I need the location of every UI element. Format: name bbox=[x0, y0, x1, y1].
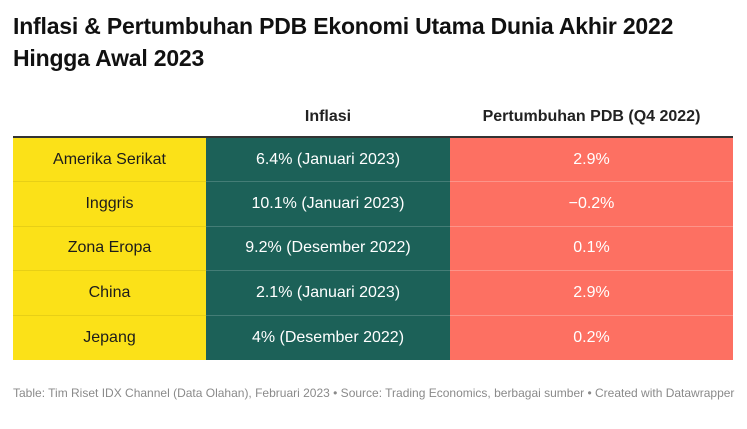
data-table: Inflasi Pertumbuhan PDB (Q4 2022) Amerik… bbox=[13, 98, 733, 360]
table-row: Inggris 10.1% (Januari 2023) −0.2% bbox=[13, 182, 733, 227]
header-gdp: Pertumbuhan PDB (Q4 2022) bbox=[482, 108, 701, 125]
table-header: Inflasi Pertumbuhan PDB (Q4 2022) bbox=[13, 98, 733, 138]
cell-country: Jepang bbox=[13, 315, 206, 360]
cell-gdp: 2.9% bbox=[450, 138, 733, 183]
header-inflasi: Inflasi bbox=[304, 108, 352, 125]
cell-country: Zona Eropa bbox=[13, 226, 206, 272]
chart-title: Inflasi & Pertumbuhan PDB Ekonomi Utama … bbox=[13, 13, 674, 71]
cell-country: Amerika Serikat bbox=[13, 138, 206, 183]
table-row: Amerika Serikat 6.4% (Januari 2023) 2.9% bbox=[13, 138, 733, 183]
cell-gdp: 0.1% bbox=[450, 226, 733, 272]
cell-inflasi: 4% (Desember 2022) bbox=[206, 315, 450, 360]
cell-inflasi: 9.2% (Desember 2022) bbox=[206, 226, 450, 272]
source-footer: Table: Tim Riset IDX Channel (Data Olaha… bbox=[13, 386, 735, 400]
cell-gdp: −0.2% bbox=[450, 182, 733, 227]
table-row: Zona Eropa 9.2% (Desember 2022) 0.1% bbox=[13, 226, 733, 272]
cell-gdp: 0.2% bbox=[450, 315, 733, 360]
cell-inflasi: 10.1% (Januari 2023) bbox=[206, 182, 450, 227]
cell-inflasi: 2.1% (Januari 2023) bbox=[206, 271, 450, 316]
cell-inflasi: 6.4% (Januari 2023) bbox=[206, 138, 450, 183]
table-body: Amerika Serikat 6.4% (Januari 2023) 2.9% In… bbox=[13, 138, 733, 360]
table-row: Jepang 4% (Desember 2022) 0.2% bbox=[13, 315, 733, 360]
cell-country: Inggris bbox=[13, 182, 206, 227]
cell-country: China bbox=[13, 271, 206, 316]
table-row: China 2.1% (Januari 2023) 2.9% bbox=[13, 271, 733, 316]
cell-gdp: 2.9% bbox=[450, 271, 733, 316]
